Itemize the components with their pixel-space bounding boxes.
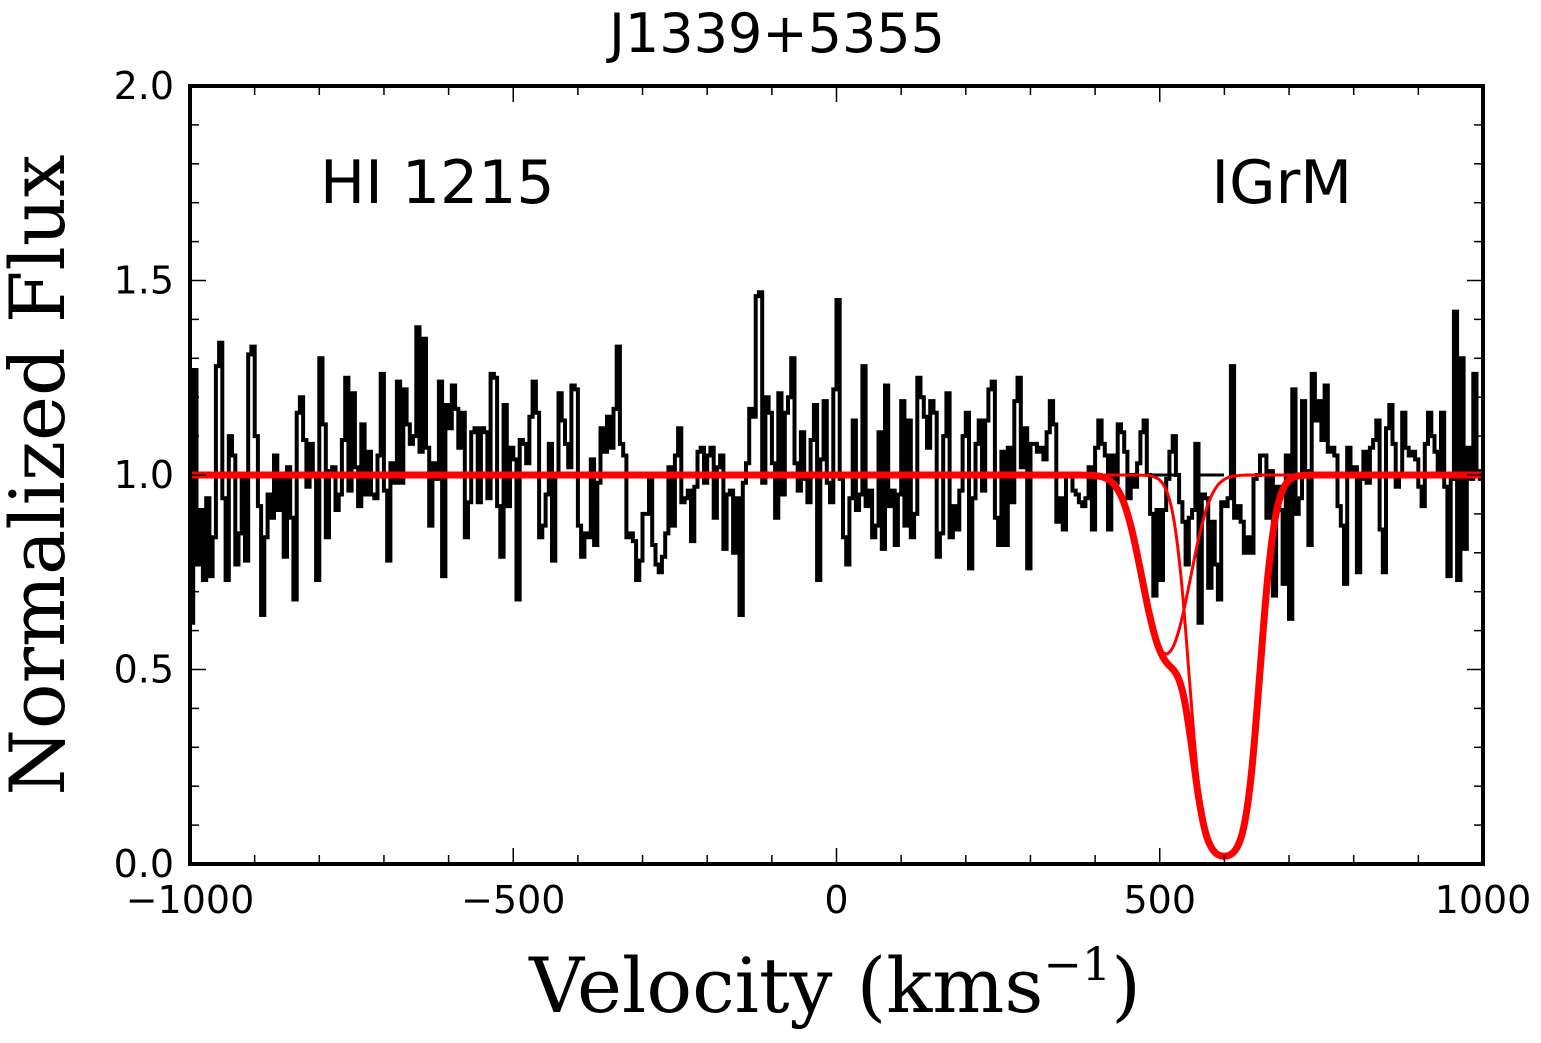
x-tick-label: −500 [461,878,565,922]
fit-model-component-3 [190,473,1483,858]
axes: −1000 −500 0 500 1000 0.0 0.5 1.0 1.5 2.0 [114,64,1532,922]
x-tick-label: 500 [1123,878,1196,922]
y-tick-label: 1.0 [114,453,174,497]
x-axis-label: Velocity (kms−1) [528,937,1141,1030]
x-axis-label-main: Velocity (kms [528,941,1043,1030]
annotation-medium-label: IGrM [1211,148,1352,218]
x-tick-label: −1000 [126,878,255,922]
plot-area [190,290,1483,860]
x-axis-label-superscript: −1 [1043,937,1111,991]
flux-spectrum [190,290,1483,625]
x-axis-label-close: ) [1111,941,1141,1030]
y-tick-label: 0.5 [114,648,174,692]
chart-title: J1339+5355 [606,2,945,65]
x-tick-label: 0 [824,878,848,922]
y-axis-label: Normalized Flux [0,154,82,795]
plot-frame [188,84,1485,866]
y-tick-label: 0.0 [114,842,174,886]
y-tick-label: 2.0 [114,64,174,108]
x-tick-label: 1000 [1435,878,1532,922]
y-tick-label: 1.5 [114,259,174,303]
annotation-line-label: HI 1215 [320,148,555,218]
